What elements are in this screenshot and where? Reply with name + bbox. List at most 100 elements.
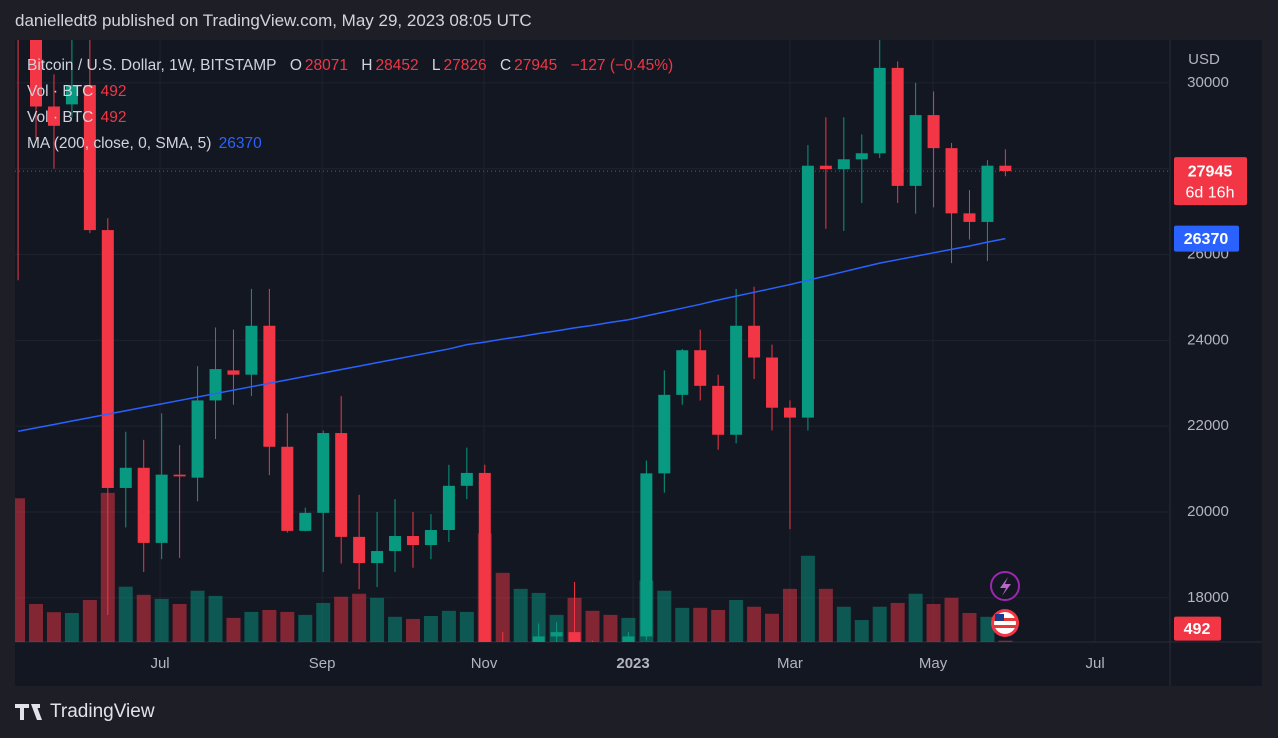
candle-body [65,85,78,105]
volume-bar [962,612,977,642]
candle-body [550,632,563,637]
candle-body [981,165,994,222]
header: danielledt8 published on TradingView.com… [15,11,532,30]
price-tag-label: 27945 [1188,163,1233,180]
volume-bar [872,606,887,642]
candle-body [119,467,132,488]
candle-body [801,165,814,418]
x-tick-label: 2023 [616,655,649,672]
volume-bar [154,598,169,642]
legend-high: 28452 [375,57,419,74]
candle-body [371,551,384,564]
overlays: 18000200002200024000260002800030000JulSe… [15,74,1247,672]
volume-bar [980,616,995,642]
volume-bar [765,613,780,642]
candle-body [963,213,976,222]
legend-volume-value: 492 [100,83,127,100]
legend-row: Vol · BTC 492 [27,79,676,105]
flag-canton [995,614,1004,621]
x-tick-label: May [919,655,948,672]
candle-body [783,407,796,418]
legend-volume: Vol · BTC [27,83,94,100]
currency: USD [1188,51,1220,68]
candle-body [999,165,1012,172]
volume-bar [495,572,510,642]
volume-bar [46,612,61,642]
volume-bar [352,593,367,642]
candle-body [299,512,312,531]
volume-bar [621,617,636,642]
y-tick-label: 18000 [1187,589,1229,606]
candle-body [209,369,222,401]
legend-letter: C [499,57,512,74]
legend-volume: Vol · BTC [27,109,94,126]
volume-bar [711,610,726,642]
legend-row: Vol · BTC 492 [27,105,676,131]
volume-bar [370,597,385,642]
candle-body [891,67,904,186]
logo [15,704,42,720]
candle-body [442,485,455,531]
candle-body [245,325,258,375]
volume-bar [890,602,905,642]
candle-body [532,636,545,642]
candle-body [317,433,330,513]
candle-body [281,446,294,531]
chart-bg [15,40,1262,686]
candle-body [478,472,491,642]
volume-tag [1174,616,1221,641]
candle-body [855,153,868,160]
candle-body [766,357,779,408]
volume-bar [531,592,546,642]
legend-letter: L [431,57,441,74]
volume [15,492,1013,642]
volume-bar [675,607,690,642]
y-tick-label: 22000 [1187,417,1229,434]
legend-open: 28071 [304,57,348,74]
volume-bar [926,604,941,642]
candle-body [47,106,60,126]
candle-body [101,230,114,488]
volume-bar [388,616,403,642]
candle-body [353,536,366,564]
candle-body [389,536,402,552]
volume-bar [603,614,618,642]
x-tick-label: Jul [150,655,169,672]
volume-bar [423,615,438,642]
legend-title: Bitcoin / U.S. Dollar, 1W, BITSTAMP [27,57,277,74]
volume-bar [208,595,223,642]
volume-bar [441,610,456,642]
volume-bar [818,588,833,642]
footer: TradingView [50,701,155,722]
candle-body [640,473,653,637]
volume-bar [190,590,205,642]
candle-body [676,350,689,395]
ma-tag [1174,225,1239,252]
legend-close: 27945 [514,57,558,74]
volume-tag-label: 492 [1184,621,1211,638]
volume-bar [693,607,708,642]
y-tick-label: 24000 [1187,331,1229,348]
volume-bar [782,588,797,642]
candle-body [730,325,743,435]
legend: Bitcoin / U.S. Dollar, 1W, BITSTAMP O 280… [27,53,676,157]
ma-line [17,237,1006,433]
volume-bar [729,599,744,642]
candle-body [155,474,168,543]
volume-bar [136,594,151,642]
candle-body [173,474,186,477]
volume-bar [29,604,44,642]
volume-bar [657,590,672,642]
candle-body [694,350,707,386]
lightning [1000,577,1011,596]
y-tick-label: 30000 [1187,74,1229,91]
volume-bar [800,555,815,642]
volume-bar [172,604,187,642]
volume-bar [298,614,313,642]
candle-body [83,85,96,231]
candle-body [927,115,940,149]
ma-tag-label: 26370 [1184,231,1229,248]
flag-stripe [994,618,1016,621]
